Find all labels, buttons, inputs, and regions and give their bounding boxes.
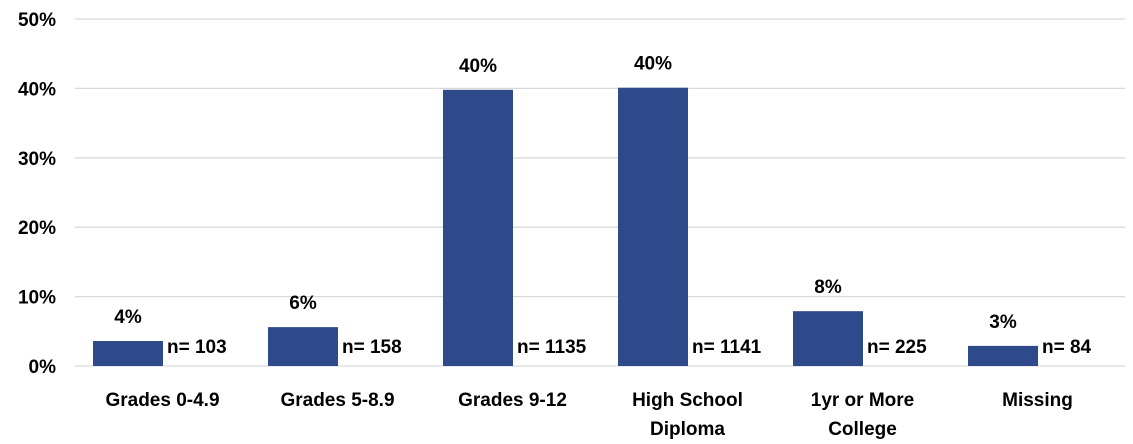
category-label: 1yr or More [811,390,914,411]
bar [268,327,338,366]
category-label: Grades 0-4.9 [105,390,219,411]
y-tick-label: 20% [18,218,56,239]
y-axis-ticks: 0% 10% 20% 30% 40% 50% [18,10,56,378]
n-label: n= 158 [342,337,402,358]
gridlines [75,18,1125,367]
category-label: Diploma [650,419,725,440]
n-label: n= 225 [867,337,927,358]
y-tick-label: 0% [29,357,57,378]
category-label: Missing [1002,390,1073,411]
bar [793,311,863,366]
data-label: 3% [989,312,1017,333]
data-labels: 4% 6% 40% 40% 8% 3% [114,54,1017,333]
category-label: College [828,419,897,440]
n-label: n= 103 [167,337,227,358]
data-label: 4% [114,307,142,328]
category-label: Grades 5-8.9 [280,390,394,411]
n-label: n= 1141 [692,337,762,358]
bar [443,89,513,367]
y-tick-label: 30% [18,149,56,170]
x-axis-categories: Grades 0-4.9 Grades 5-8.9 Grades 9-12 High … [105,390,1072,440]
data-label: 8% [814,277,842,298]
data-label: 40% [634,54,672,75]
n-label: n= 1135 [517,337,587,358]
y-tick-label: 50% [18,10,56,31]
bar [618,87,688,367]
category-label: Grades 9-12 [458,390,567,411]
bar [968,345,1038,366]
data-label: 40% [459,56,497,77]
data-label: 6% [289,293,317,314]
y-tick-label: 40% [18,79,56,100]
n-label: n= 84 [1042,337,1092,358]
category-label: High School [632,390,743,411]
y-tick-label: 10% [18,288,56,309]
bars [93,87,1038,367]
bar [93,341,163,366]
n-labels: n= 103 n= 158 n= 1135 n= 1141 n= 225 n= 84 [167,337,1092,358]
